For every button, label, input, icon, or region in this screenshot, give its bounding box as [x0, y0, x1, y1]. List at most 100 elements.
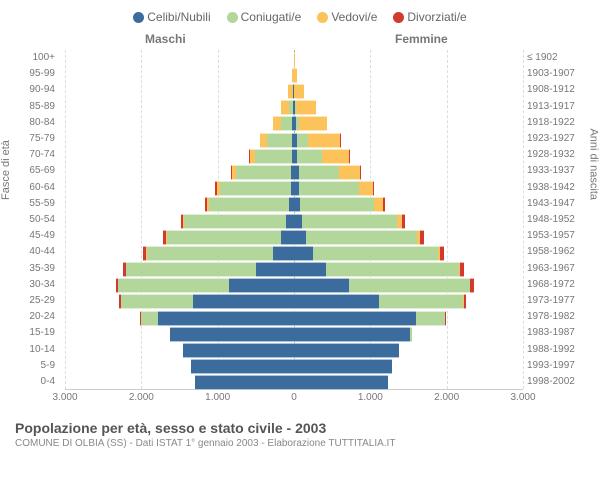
- pyramid-row: [65, 68, 523, 81]
- bar-segment: [339, 165, 360, 180]
- birth-year-label: 1903-1907: [527, 69, 575, 79]
- legend-item: Divorziati/e: [393, 10, 466, 24]
- bar-male: [231, 165, 294, 178]
- bar-segment: [170, 327, 294, 342]
- bar-male: [116, 278, 294, 291]
- pyramid-row: [65, 149, 523, 162]
- xtick: 1.000: [358, 392, 383, 403]
- bar-segment: [255, 149, 292, 164]
- pyramid-row: [65, 278, 523, 291]
- birth-year-label: 1928-1932: [527, 150, 575, 160]
- age-label: 95-99: [15, 69, 55, 79]
- bar-male: [195, 375, 294, 388]
- bar-segment: [147, 246, 273, 261]
- age-label: 40-44: [15, 247, 55, 257]
- xaxis: 3.0002.0001.00001.0002.0003.000: [65, 392, 523, 410]
- bar-female: [294, 181, 374, 194]
- bar-segment: [281, 100, 289, 115]
- xtick: 2.000: [129, 392, 154, 403]
- bar-segment: [410, 327, 412, 342]
- birth-year-label: 1978-1982: [527, 312, 575, 322]
- age-label: 65-69: [15, 166, 55, 176]
- bar-female: [294, 149, 349, 162]
- age-label: 30-34: [15, 280, 55, 290]
- bar-female: [294, 116, 327, 129]
- pyramid-row: [65, 230, 523, 243]
- bar-segment: [294, 84, 304, 99]
- bar-female: [294, 68, 297, 81]
- legend-label: Divorziati/e: [407, 10, 466, 24]
- birth-year-label: 1988-1992: [527, 345, 575, 355]
- pyramid-row: [65, 84, 523, 97]
- bar-segment: [294, 52, 295, 67]
- gender-headers: Maschi Femmine: [15, 32, 585, 48]
- bar-segment: [470, 278, 473, 293]
- bar-segment: [374, 197, 383, 212]
- birth-year-label: 1948-1952: [527, 215, 575, 225]
- bar-female: [294, 165, 361, 178]
- bar-segment: [297, 133, 308, 148]
- bar-segment: [306, 230, 417, 245]
- bar-female: [294, 327, 412, 340]
- bar-segment: [360, 165, 361, 180]
- bar-segment: [308, 133, 340, 148]
- legend-item: Vedovi/e: [317, 10, 377, 24]
- bar-male: [183, 343, 294, 356]
- bar-segment: [236, 165, 291, 180]
- birth-year-label: ≤ 1902: [527, 53, 558, 63]
- pyramid-row: [65, 262, 523, 275]
- gridline: [523, 50, 524, 389]
- bar-segment: [416, 311, 445, 326]
- bar-segment: [373, 181, 374, 196]
- bar-segment: [294, 359, 392, 374]
- age-label: 45-49: [15, 231, 55, 241]
- birth-year-label: 1973-1977: [527, 296, 575, 306]
- bar-female: [294, 246, 444, 259]
- bar-female: [294, 214, 405, 227]
- bar-segment: [281, 230, 294, 245]
- bar-segment: [191, 359, 294, 374]
- pyramid-row: [65, 375, 523, 388]
- bar-segment: [359, 181, 373, 196]
- bar-male: [205, 197, 294, 210]
- xtick: 1.000: [205, 392, 230, 403]
- bar-female: [294, 100, 316, 113]
- bar-male: [181, 214, 294, 227]
- bar-segment: [296, 100, 316, 115]
- legend-swatch: [133, 12, 144, 23]
- age-label: 55-59: [15, 199, 55, 209]
- ylabel-age: Fasce di età: [0, 140, 12, 200]
- pyramid-row: [65, 343, 523, 356]
- legend-swatch: [317, 12, 328, 23]
- bar-segment: [379, 294, 463, 309]
- age-label: 25-29: [15, 296, 55, 306]
- bar-segment: [313, 246, 438, 261]
- bar-segment: [167, 230, 281, 245]
- bar-male: [123, 262, 294, 275]
- age-label: 75-79: [15, 134, 55, 144]
- bar-segment: [420, 230, 424, 245]
- bar-segment: [294, 375, 388, 390]
- pyramid-row: [65, 52, 523, 65]
- bar-segment: [445, 311, 446, 326]
- bar-segment: [121, 294, 194, 309]
- birth-year-label: 1983-1987: [527, 328, 575, 338]
- pyramid-row: [65, 359, 523, 372]
- age-label: 0-4: [15, 377, 55, 387]
- pyramid-row: [65, 294, 523, 307]
- bar-segment: [267, 133, 292, 148]
- age-label: 20-24: [15, 312, 55, 322]
- bar-segment: [294, 311, 416, 326]
- age-label: 60-64: [15, 183, 55, 193]
- age-label: 80-84: [15, 118, 55, 128]
- birth-year-label: 1968-1972: [527, 280, 575, 290]
- pyramid-row: [65, 133, 523, 146]
- yaxis-birth: ≤ 19021903-19071908-19121913-19171918-19…: [527, 50, 585, 410]
- bar-segment: [294, 214, 302, 229]
- bar-segment: [383, 197, 385, 212]
- bar-male: [119, 294, 294, 307]
- birth-year-label: 1938-1942: [527, 183, 575, 193]
- bar-segment: [118, 278, 229, 293]
- bar-segment: [299, 116, 327, 131]
- xtick: 0: [291, 392, 297, 403]
